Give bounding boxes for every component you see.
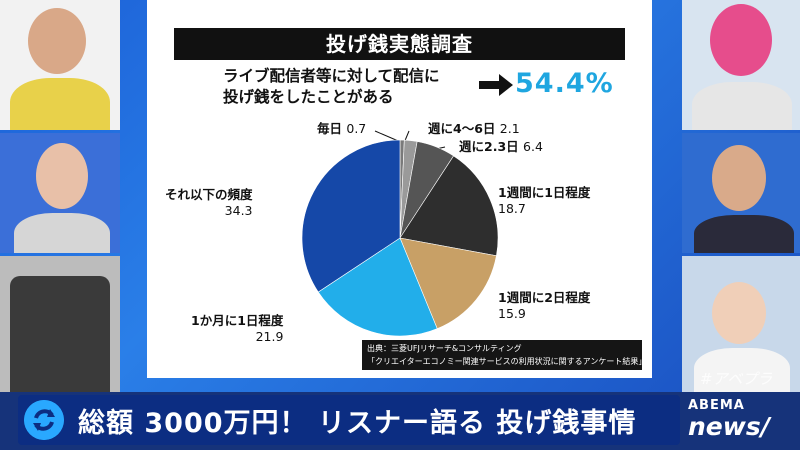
label-1-day-week: 1週間に1日程度 18.7 [498, 185, 591, 216]
label-2-days-week: 1週間に2日程度 15.9 [498, 290, 591, 321]
cast-panel-bottom-right [682, 256, 800, 392]
abema-news-logo: ABEMA news/ [688, 398, 796, 444]
label-4-6-days: 週に4〜6日 2.1 [428, 121, 520, 136]
pie-slice-5 [317, 237, 438, 337]
label-daily: 毎日 0.7 [317, 121, 367, 136]
refresh-icon [24, 400, 64, 440]
news-ticker: 総額 3000万円！ リスナー語る 投げ銭事情 [18, 395, 680, 445]
hashtag: #アベプラ [700, 370, 773, 388]
pie-slice-6 [301, 139, 401, 293]
label-less-frequent: それ以下の頻度 34.3 [165, 187, 253, 218]
label-2-3-days: 週に2.3日 6.4 [459, 139, 543, 154]
board-title: 投げ銭実態調査 [174, 28, 625, 60]
survey-board: 投げ銭実態調査 ライブ配信者等に対して配信に 投げ銭をしたことがある 54.4%… [147, 0, 652, 378]
logo-news: news/ [688, 412, 770, 441]
pie-slice-4 [399, 237, 497, 330]
headline-line2: 投げ銭をしたことがある [223, 88, 394, 106]
cast-panel-mid-right [682, 133, 800, 253]
headline-line1: ライブ配信者等に対して配信に [223, 67, 440, 85]
cast-panel-mid-left [0, 133, 120, 253]
logo-abema: ABEMA [688, 398, 745, 413]
cast-panel-bottom-left [0, 256, 120, 392]
cast-panel-top-right [682, 0, 800, 130]
right-arrow-icon [479, 74, 513, 96]
cast-panel-top-left [0, 0, 120, 130]
pie-chart [301, 130, 499, 337]
headline-text: ライブ配信者等に対して配信に 投げ銭をしたことがある [223, 66, 440, 108]
pie-slice-3 [399, 155, 499, 257]
headline-percentage: 54.4% [515, 68, 614, 99]
source-note: 出典：三菱UFJリサーチ&コンサルティング 「クリエイターエコノミー関連サービス… [362, 340, 642, 370]
ticker-headline: 総額 3000万円！ リスナー語る 投げ銭事情 [78, 408, 637, 439]
label-1-day-month: 1か月に1日程度 21.9 [191, 313, 284, 344]
